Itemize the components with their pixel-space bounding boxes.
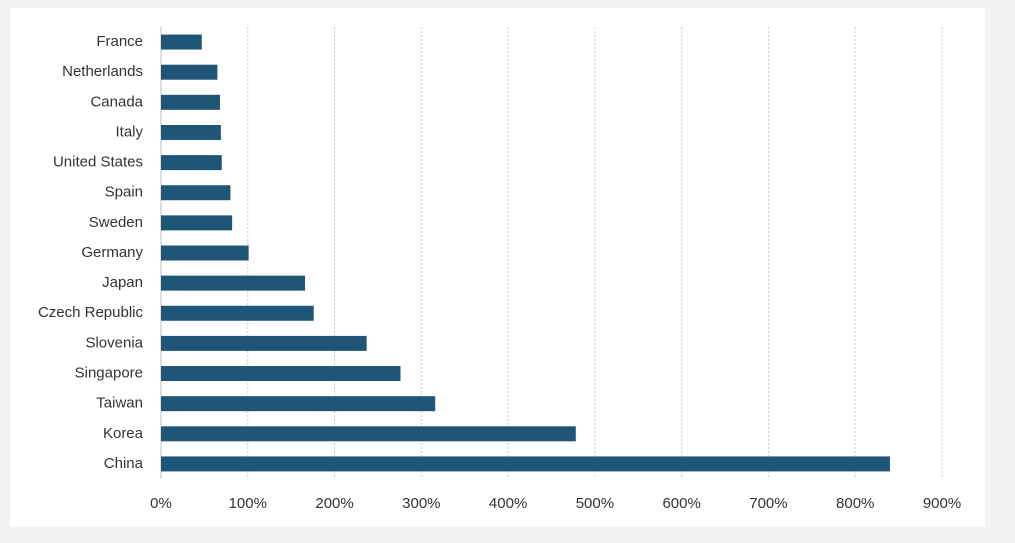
bar: [161, 245, 249, 261]
bar: [161, 124, 221, 140]
bar: [161, 335, 367, 351]
x-tick-label: 300%: [402, 495, 440, 512]
x-tick-label: 900%: [923, 495, 961, 512]
x-tick-label: 100%: [229, 495, 267, 512]
bar: [161, 426, 576, 442]
y-tick-label: China: [104, 455, 144, 472]
y-tick-label: Czech Republic: [38, 304, 144, 321]
x-tick-label: 0%: [150, 495, 172, 512]
x-tick-label: 500%: [576, 495, 614, 512]
bar: [161, 155, 222, 171]
bar: [161, 185, 231, 201]
y-tick-label: Canada: [90, 93, 143, 110]
bar: [161, 366, 401, 382]
y-tick-label: Singapore: [75, 365, 143, 382]
y-tick-label: Japan: [102, 274, 143, 291]
bar: [161, 94, 221, 110]
y-tick-label: Spain: [105, 184, 143, 201]
y-tick-label: Taiwan: [96, 395, 143, 412]
x-tick-label: 400%: [489, 495, 527, 512]
y-tick-label: Sweden: [89, 214, 143, 231]
x-tick-label: 800%: [836, 495, 874, 512]
y-tick-label: Korea: [103, 425, 144, 442]
y-tick-label: United States: [53, 154, 143, 171]
x-tick-label: 700%: [749, 495, 787, 512]
bar: [161, 34, 202, 50]
bar: [161, 456, 890, 472]
bar: [161, 275, 306, 291]
x-tick-label: 600%: [662, 495, 700, 512]
bar: [161, 215, 233, 231]
y-tick-label: Germany: [81, 244, 143, 261]
y-tick-label: Slovenia: [85, 334, 143, 351]
bar: [161, 305, 314, 321]
bar: [161, 396, 436, 412]
y-tick-label: Italy: [115, 123, 143, 140]
bar: [161, 64, 218, 80]
y-tick-label: Netherlands: [62, 63, 143, 80]
y-tick-label: France: [96, 33, 143, 50]
x-tick-label: 200%: [315, 495, 353, 512]
